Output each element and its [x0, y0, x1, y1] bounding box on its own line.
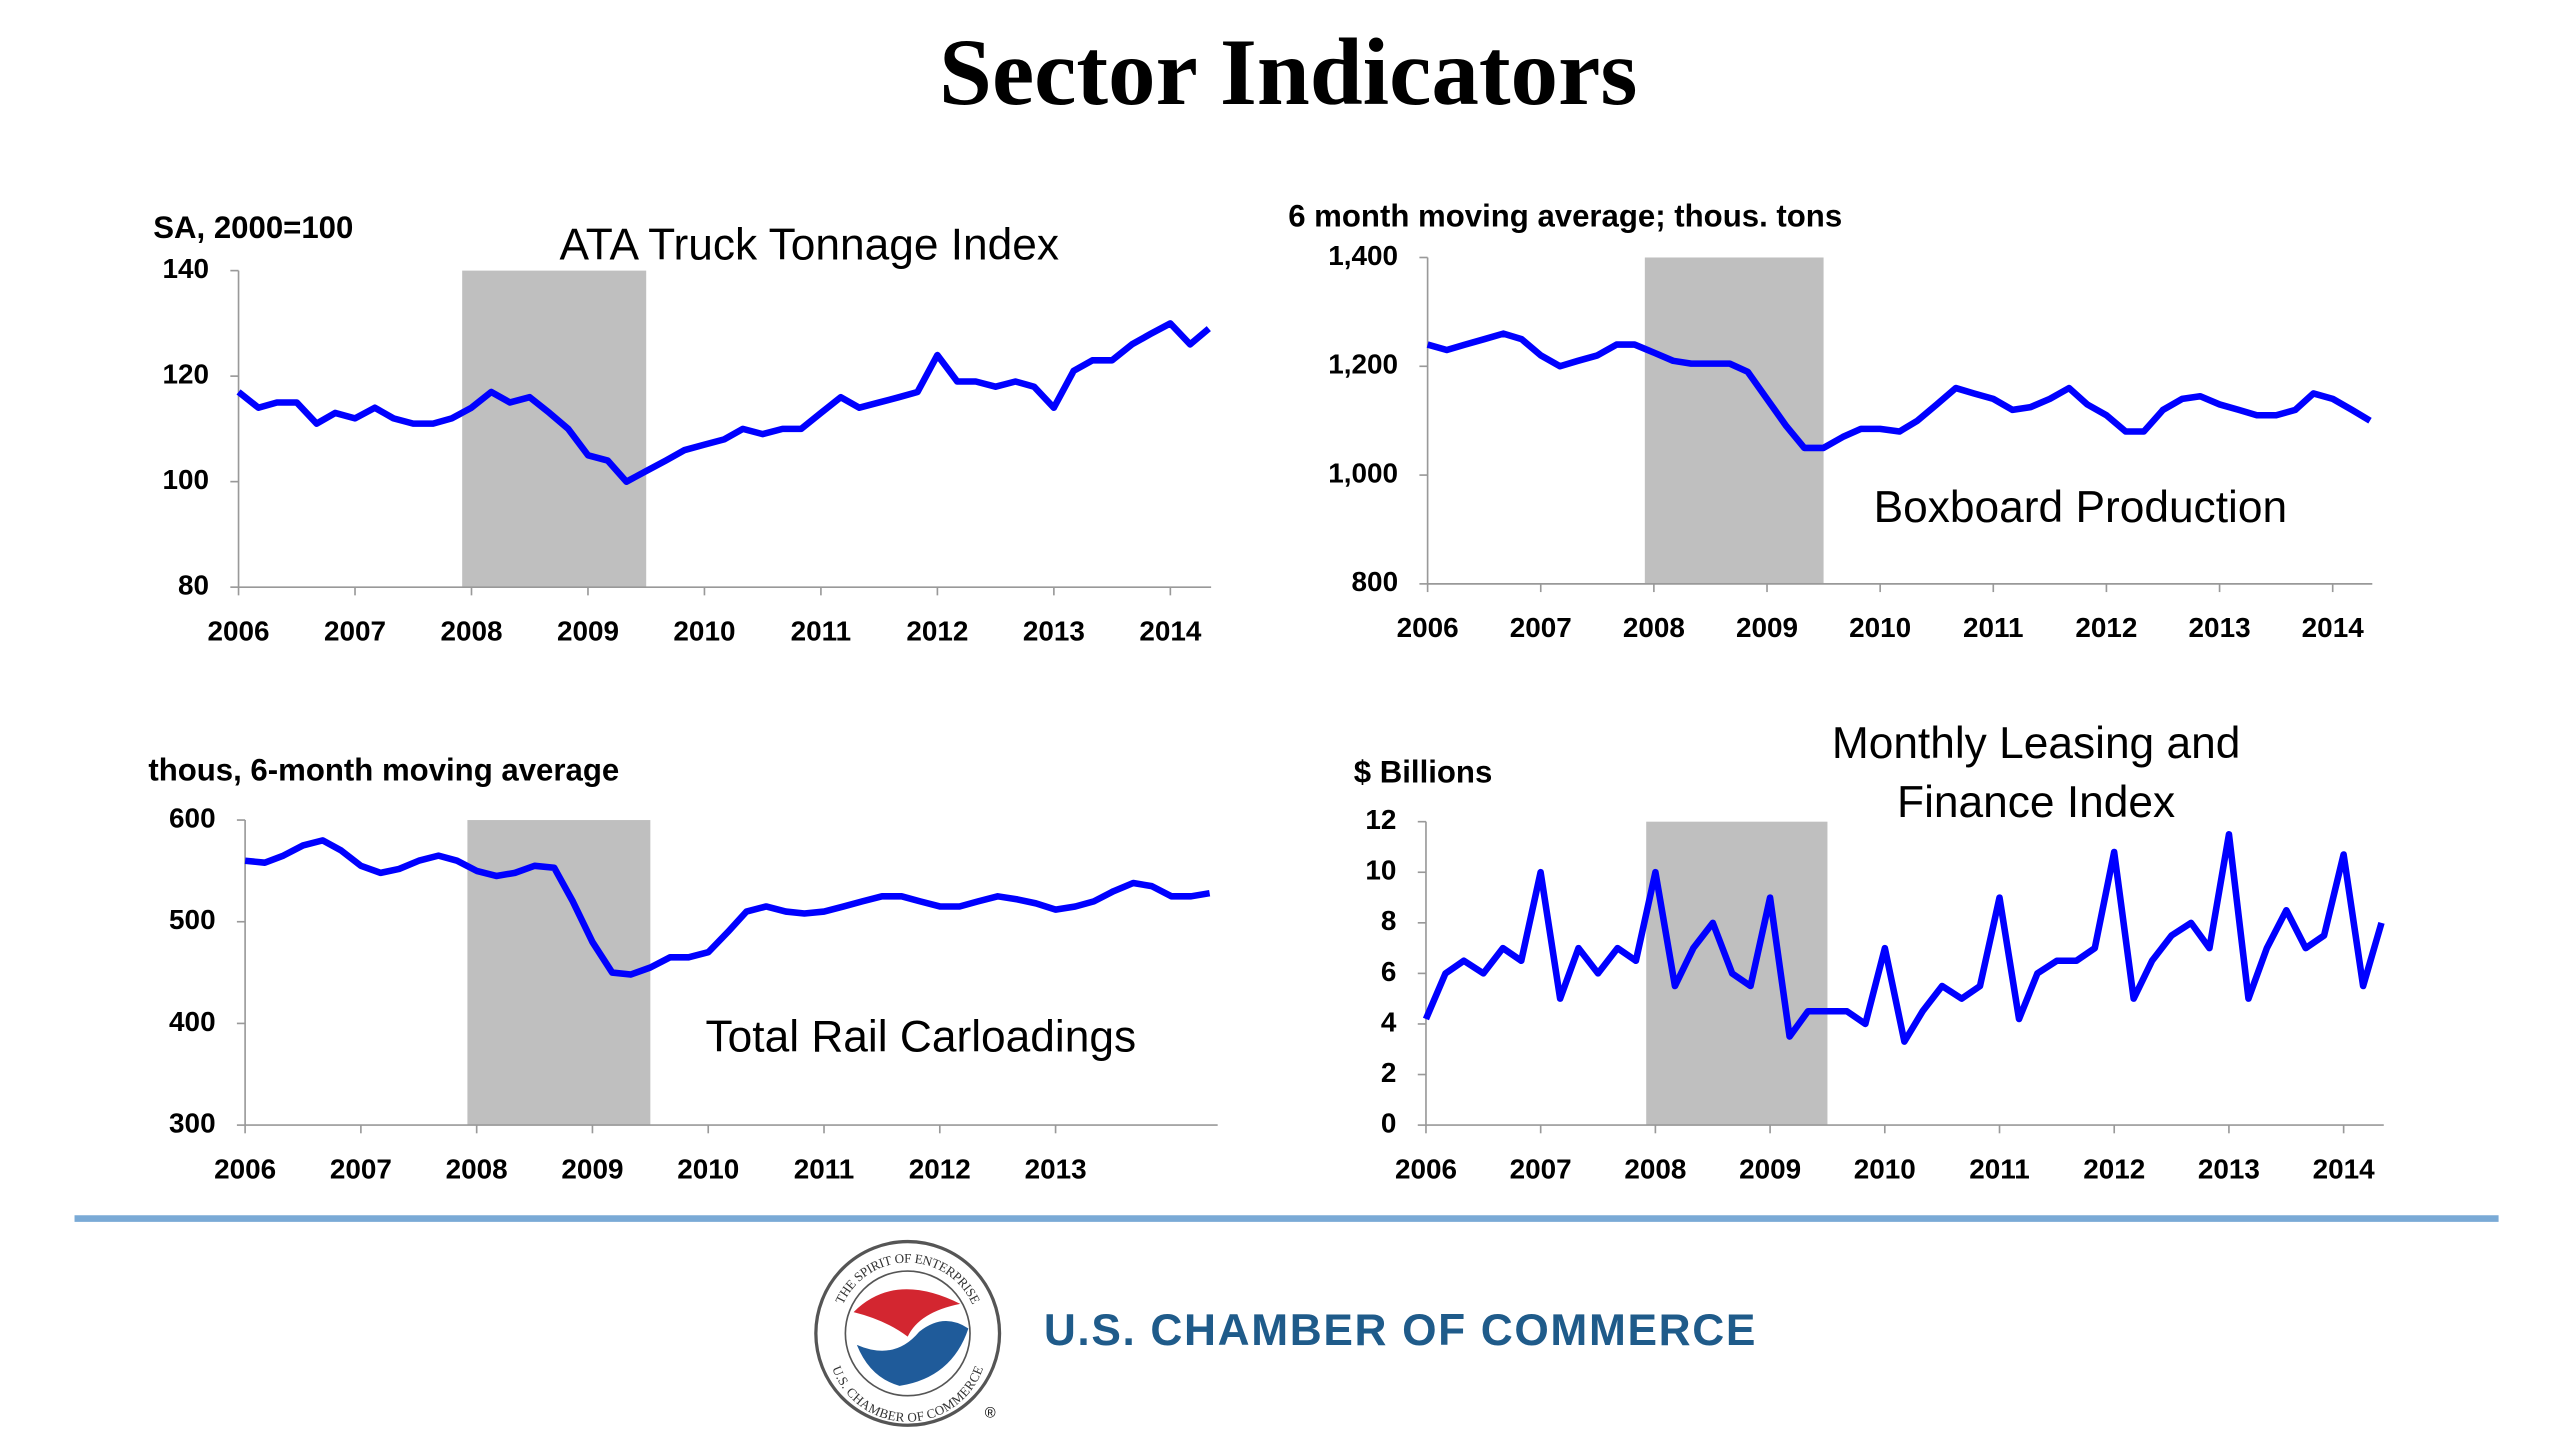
x-tick-label: 2014	[2302, 612, 2365, 643]
x-tick-label: 2012	[909, 1153, 971, 1184]
y-tick-label: 100	[163, 464, 210, 495]
x-tick-label: 2009	[1739, 1153, 1801, 1184]
recession-shade	[1644, 257, 1824, 584]
y-tick-label: 1,200	[1328, 349, 1398, 380]
x-tick-label: 2008	[446, 1153, 508, 1184]
x-tick-label: 2010	[1849, 612, 1911, 643]
y-tick-label: 4	[1381, 1006, 1397, 1037]
x-tick-label: 2008	[1624, 1153, 1686, 1184]
x-tick-label: 2006	[208, 615, 270, 646]
x-tick-label: 2012	[2075, 612, 2137, 643]
y-axis-unit: $ Billions	[1354, 754, 1493, 789]
y-tick-label: 10	[1365, 855, 1396, 886]
y-tick-label: 2	[1381, 1057, 1397, 1088]
y-axis-unit: SA, 2000=100	[153, 210, 353, 245]
y-tick-label: 12	[1365, 804, 1396, 835]
x-tick-label: 2009	[1736, 612, 1798, 643]
chart-title: ATA Truck Tonnage Index	[560, 220, 1060, 269]
x-tick-label: 2006	[1395, 1153, 1457, 1184]
logo-blue	[856, 1321, 969, 1386]
x-tick-label: 2007	[1510, 1153, 1572, 1184]
x-tick-label: 2010	[1854, 1153, 1916, 1184]
x-tick-label: 2010	[677, 1153, 739, 1184]
y-tick-label: 300	[169, 1107, 216, 1138]
x-tick-label: 2011	[794, 1153, 854, 1184]
x-tick-label: 2007	[1510, 612, 1572, 643]
y-tick-label: 80	[178, 570, 209, 601]
registered-mark: ®	[985, 1406, 996, 1422]
x-tick-label: 2008	[440, 615, 502, 646]
x-tick-label: 2006	[1397, 612, 1459, 643]
x-tick-label: 2007	[330, 1153, 392, 1184]
slide-title: Sector Indicators	[939, 19, 1637, 125]
x-tick-label: 2011	[1963, 612, 2023, 643]
x-tick-label: 2007	[324, 615, 386, 646]
data-line	[1426, 330, 2372, 452]
x-tick-label: 2008	[1623, 612, 1685, 643]
y-tick-label: 1,000	[1328, 457, 1398, 488]
x-tick-label: 2013	[1023, 615, 1085, 646]
x-tick-label: 2010	[673, 615, 735, 646]
y-tick-label: 8	[1381, 905, 1397, 936]
y-tick-label: 0	[1381, 1107, 1397, 1138]
x-tick-label: 2013	[1025, 1153, 1087, 1184]
org-name: U.S. CHAMBER OF COMMERCE	[1044, 1306, 1757, 1355]
y-tick-label: 400	[169, 1006, 216, 1037]
x-tick-label: 2011	[791, 615, 851, 646]
y-axis-unit: 6 month moving average; thous. tons	[1288, 198, 1842, 233]
logo: THE SPIRIT OF ENTERPRISE U.S. CHAMBER OF…	[814, 1239, 1002, 1427]
y-tick-label: 800	[1352, 566, 1399, 597]
data-line	[1422, 831, 2385, 1045]
data-line	[236, 320, 1211, 485]
y-tick-label: 120	[163, 358, 210, 389]
y-tick-label: 6	[1381, 956, 1397, 987]
chart-title: Finance Index	[1897, 778, 2175, 827]
x-tick-label: 2013	[2198, 1153, 2260, 1184]
chart-title: Total Rail Carloadings	[706, 1013, 1137, 1062]
x-tick-label: 2009	[557, 615, 619, 646]
logo-red	[853, 1289, 961, 1337]
y-tick-label: 1,400	[1328, 240, 1398, 271]
recession-shade	[462, 270, 647, 588]
x-tick-label: 2014	[2313, 1153, 2376, 1184]
chart-title: Boxboard Production	[1874, 483, 2287, 532]
y-axis-unit: thous, 6-month moving average	[148, 753, 619, 788]
y-tick-label: 500	[169, 904, 216, 935]
y-tick-label: 140	[163, 253, 210, 284]
data-line	[244, 837, 1211, 978]
chart-title: Monthly Leasing and	[1832, 719, 2241, 768]
x-tick-label: 2006	[214, 1153, 276, 1184]
y-tick-label: 600	[169, 802, 216, 833]
x-tick-label: 2011	[1969, 1153, 2029, 1184]
x-tick-label: 2012	[906, 615, 968, 646]
x-tick-label: 2009	[561, 1153, 623, 1184]
x-tick-label: 2014	[1139, 615, 1202, 646]
x-tick-label: 2013	[2189, 612, 2251, 643]
x-tick-label: 2012	[2083, 1153, 2145, 1184]
